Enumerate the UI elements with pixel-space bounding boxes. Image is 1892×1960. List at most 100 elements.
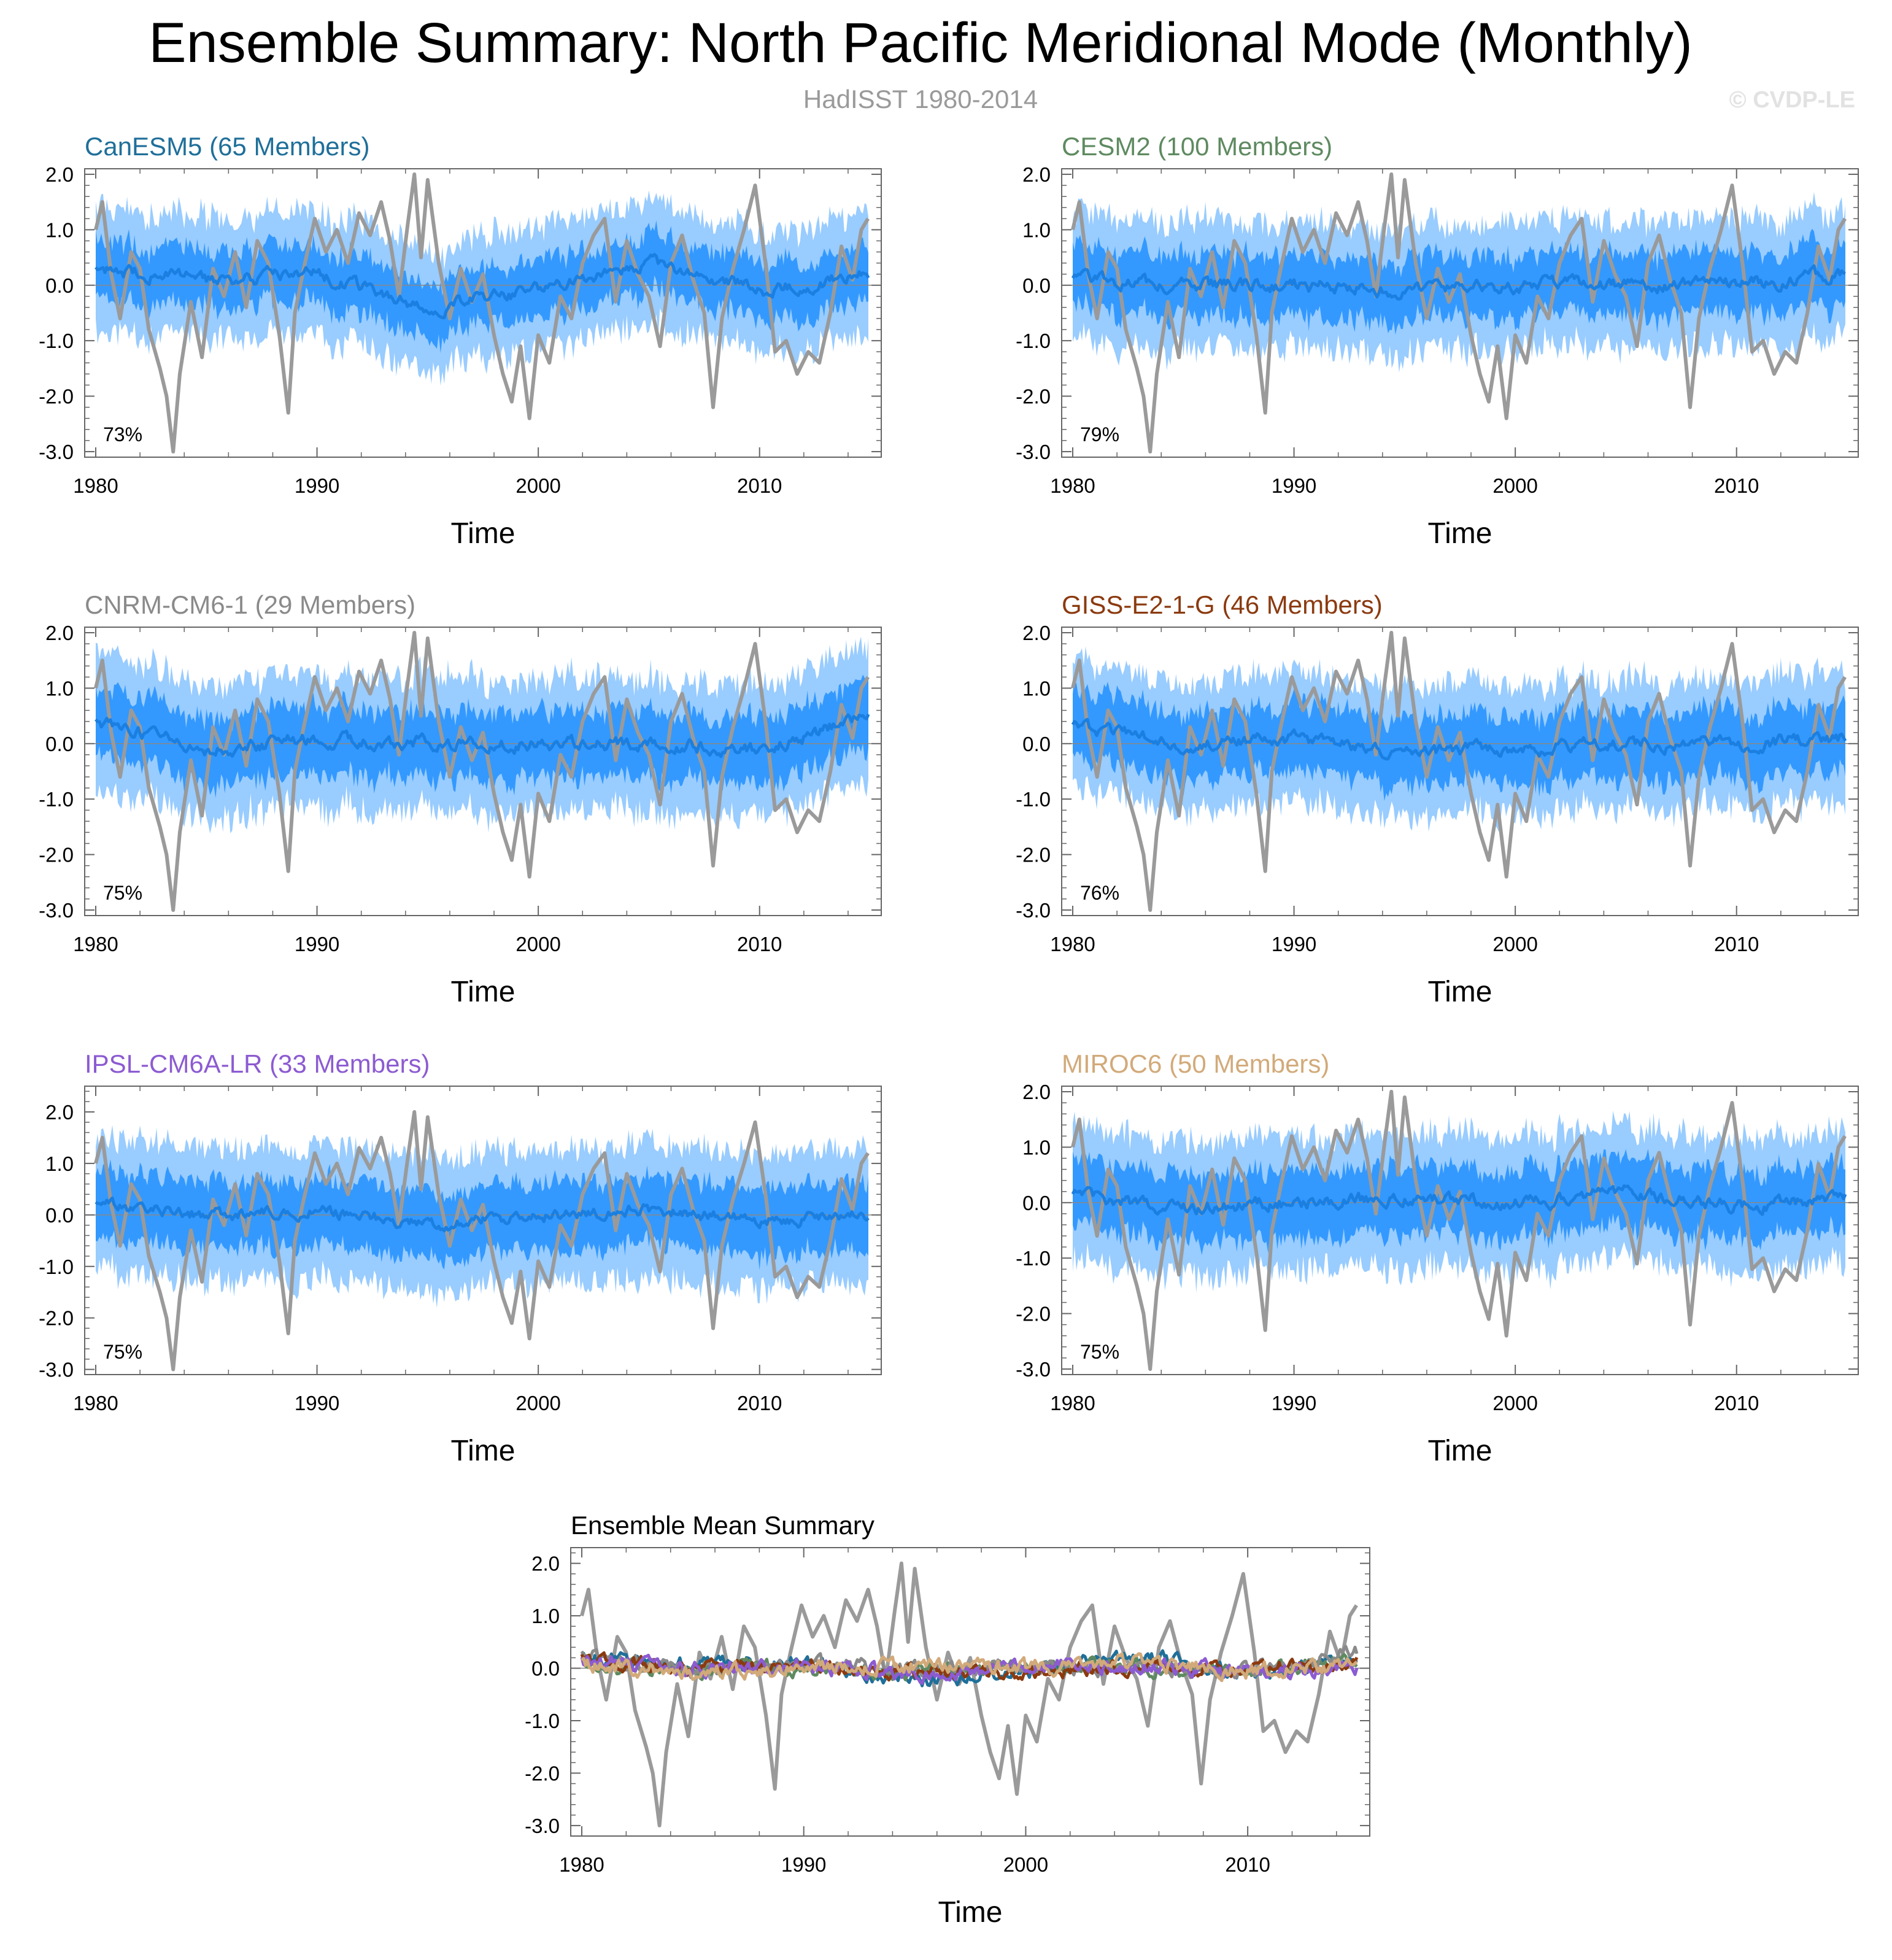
y-tick-label: 2.0 — [531, 1553, 560, 1575]
y-tick-label: 1.0 — [1022, 1136, 1051, 1159]
panel-giss: GISS-E2-1-G (46 Members) 76% 2.0 1.0 0.0 -1.0… — [1016, 590, 1859, 1008]
plot-frame — [84, 168, 882, 458]
ensemble-mean-line — [95, 713, 870, 758]
x-tick-label: 1990 — [1272, 474, 1316, 497]
ensemble-mean-line-miroc6 — [581, 1652, 1358, 1683]
x-tick-label: 1980 — [1050, 474, 1095, 497]
x-tick-label: 2010 — [737, 474, 782, 497]
x-tick-label: 2000 — [515, 474, 560, 497]
y-tick-label: -3.0 — [1016, 899, 1051, 922]
panel-miroc6: MIROC6 (50 Members) 75% 2.0 1.0 0.0 -1.0 -2.0 -… — [1016, 1049, 1859, 1467]
y-tick-label: -3.0 — [39, 1359, 74, 1381]
observed-series-line — [94, 172, 870, 453]
panel-cesm2: CESM2 (100 Members) 79% 2.0 1.0 0.0 -1.0 -2.0 -… — [1016, 132, 1859, 550]
y-tick-label: 1.0 — [1022, 677, 1051, 700]
ensemble-mean-line — [95, 1196, 870, 1233]
x-tick-label: 1990 — [295, 933, 339, 955]
ensemble-mean-line — [1071, 264, 1846, 301]
ensemble-mean-line — [1071, 1184, 1847, 1216]
y-tick-label: -1.0 — [1016, 330, 1051, 352]
panel-cnrm: CNRM-CM6-1 (29 Members) 75% 2.0 1.0 0.0 -1.0 -… — [39, 590, 882, 1008]
plot-area — [85, 631, 881, 912]
y-tick-label: -2.0 — [1016, 844, 1051, 866]
ensemble-mean-line — [1071, 717, 1847, 761]
panel-title: CanESM5 (65 Members) — [85, 132, 369, 161]
x-axis-label: Time — [938, 1896, 1003, 1929]
y-tick-label: -1.0 — [1016, 1247, 1051, 1270]
x-tick-label: 1980 — [559, 1853, 604, 1876]
y-tick-label: 0.0 — [1022, 274, 1051, 297]
x-tick-label: 1990 — [295, 474, 339, 497]
x-tick-label: 2000 — [1003, 1853, 1048, 1876]
percentage-label: 75% — [103, 882, 142, 904]
x-tick-label: 1980 — [1050, 933, 1095, 955]
panel-title: Ensemble Mean Summary — [571, 1511, 875, 1540]
plot-frame — [1061, 168, 1859, 458]
y-tick-label: -3.0 — [1016, 441, 1051, 463]
y-tick-label: 2.0 — [1022, 1081, 1051, 1103]
panel-title: MIROC6 (50 Members) — [1062, 1049, 1329, 1078]
percentage-label: 75% — [103, 1341, 142, 1363]
x-axis-label: Time — [451, 976, 515, 1008]
plot-frame — [84, 627, 882, 916]
y-tick-label: 1.0 — [45, 677, 74, 700]
y-tick-label: 2.0 — [45, 622, 74, 644]
x-tick-label: 1980 — [73, 1392, 118, 1414]
y-tick-label: -3.0 — [1016, 1358, 1051, 1381]
x-axis-label: Time — [451, 517, 515, 550]
x-tick-label: 2000 — [515, 933, 560, 955]
y-tick-label: -2.0 — [39, 844, 74, 866]
y-tick-label: 2.0 — [1022, 622, 1051, 644]
observed-series-line — [580, 1561, 1358, 1827]
x-tick-label: 2010 — [1714, 1392, 1759, 1414]
x-axis-label: Time — [451, 1435, 515, 1467]
figure-subtitle: HadISST 1980-2014 — [803, 85, 1038, 114]
panel-canesm5: CanESM5 (65 Members) 73% 2.0 1.0 0.0 -1.0 -2.0… — [39, 132, 882, 550]
y-tick-label: -2.0 — [525, 1762, 560, 1784]
ensemble-mean-line-ipsl — [580, 1653, 1359, 1685]
percentage-label: 79% — [1080, 423, 1119, 446]
x-tick-label: 1990 — [1272, 933, 1316, 955]
percentage-label: 76% — [1080, 882, 1119, 904]
y-tick-label: 1.0 — [45, 218, 74, 241]
y-tick-label: -1.0 — [39, 330, 74, 352]
plot-area — [85, 1110, 881, 1372]
x-axis-label: Time — [1428, 1435, 1492, 1467]
plot-area — [1062, 172, 1858, 453]
y-tick-label: 2.0 — [1022, 163, 1051, 186]
y-tick-label: -3.0 — [39, 441, 74, 463]
x-tick-label: 2010 — [737, 933, 782, 955]
ensemble-mean-line — [95, 253, 870, 320]
y-tick-label: -1.0 — [1016, 788, 1051, 811]
y-tick-label: -1.0 — [39, 788, 74, 811]
y-tick-label: 1.0 — [45, 1152, 74, 1175]
watermark: © CVDP-LE — [1729, 87, 1855, 113]
plot-frame — [84, 1086, 882, 1375]
inner-spread-band — [1073, 228, 1845, 335]
plot-area — [1062, 631, 1858, 912]
panel-title: GISS-E2-1-G (46 Members) — [1062, 590, 1383, 619]
x-tick-label: 1980 — [73, 933, 118, 955]
x-tick-label: 2000 — [1492, 474, 1537, 497]
x-tick-label: 2010 — [1714, 474, 1759, 497]
observed-series-line — [1071, 631, 1847, 912]
percentage-label: 73% — [103, 423, 142, 446]
plot-frame — [1061, 627, 1859, 916]
y-tick-label: 1.0 — [1022, 218, 1051, 241]
plot-area — [1062, 1090, 1858, 1371]
panel-title: CNRM-CM6-1 (29 Members) — [85, 590, 415, 619]
y-tick-label: -2.0 — [1016, 385, 1051, 408]
x-tick-label: 1990 — [1272, 1392, 1316, 1414]
x-tick-label: 2000 — [1492, 933, 1537, 955]
plot-frame — [570, 1547, 1370, 1837]
x-tick-label: 1980 — [73, 474, 118, 497]
y-tick-label: 0.0 — [45, 274, 74, 297]
y-tick-label: 0.0 — [531, 1657, 560, 1680]
plot-frame — [1061, 1086, 1859, 1375]
y-tick-label: 0.0 — [1022, 1192, 1051, 1214]
y-tick-label: 2.0 — [45, 1101, 74, 1124]
plot-area — [85, 172, 881, 453]
y-tick-label: -2.0 — [39, 385, 74, 408]
y-tick-label: 0.0 — [1022, 733, 1051, 755]
